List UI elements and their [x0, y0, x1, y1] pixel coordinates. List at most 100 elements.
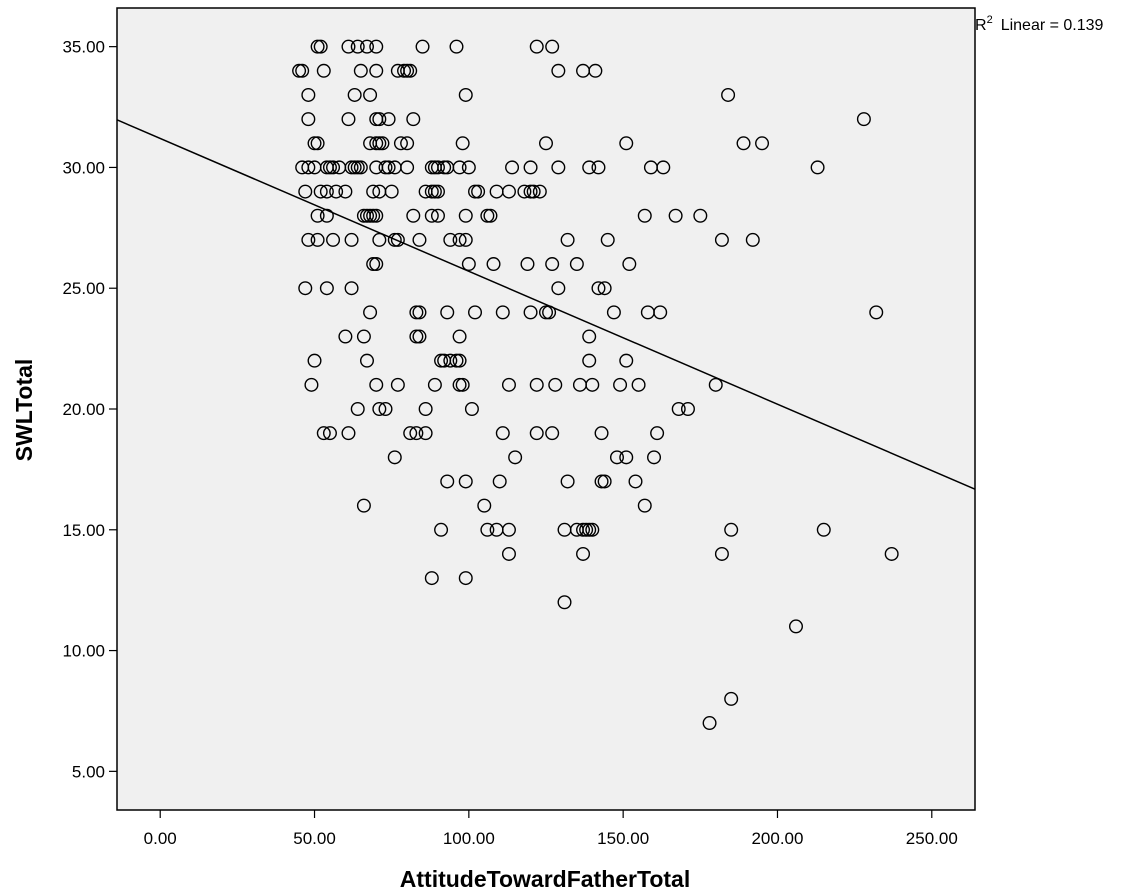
data-point	[724, 691, 739, 706]
data-point	[369, 63, 384, 78]
data-point	[668, 208, 683, 223]
data-point	[350, 39, 365, 54]
data-point	[403, 63, 418, 78]
data-point	[656, 160, 671, 175]
data-point	[400, 136, 415, 151]
data-point	[415, 39, 430, 54]
x-axis-title: AttitudeTowardFatherTotal	[400, 866, 690, 892]
data-point	[810, 160, 825, 175]
y-tick-label: 20.00	[62, 400, 105, 419]
data-point	[545, 39, 560, 54]
data-point	[600, 232, 615, 247]
data-point	[628, 474, 643, 489]
data-point	[458, 208, 473, 223]
data-point	[452, 377, 467, 392]
data-point	[529, 377, 544, 392]
data-point	[359, 353, 374, 368]
data-point	[369, 39, 384, 54]
data-point	[680, 402, 695, 417]
data-point	[375, 136, 390, 151]
data-point	[310, 39, 325, 54]
data-point	[619, 136, 634, 151]
data-point	[409, 426, 424, 441]
y-tick-label: 35.00	[62, 38, 105, 57]
data-point	[745, 232, 760, 247]
data-point	[369, 208, 384, 223]
data-point	[483, 208, 498, 223]
data-point	[344, 232, 359, 247]
data-point	[292, 63, 307, 78]
data-point	[501, 377, 516, 392]
data-point	[307, 353, 322, 368]
data-point	[613, 377, 628, 392]
data-point	[452, 160, 467, 175]
data-point	[356, 329, 371, 344]
data-point	[369, 377, 384, 392]
data-point	[529, 426, 544, 441]
data-point	[430, 208, 445, 223]
data-point	[492, 474, 507, 489]
data-point	[363, 305, 378, 320]
data-point	[403, 426, 418, 441]
data-point	[591, 160, 606, 175]
data-point	[693, 208, 708, 223]
data-point	[372, 232, 387, 247]
data-point	[307, 136, 322, 151]
data-point	[495, 305, 510, 320]
data-point	[582, 329, 597, 344]
data-point	[369, 136, 384, 151]
data-point	[588, 63, 603, 78]
data-point	[427, 377, 442, 392]
x-tick-label: 50.00	[293, 829, 336, 848]
y-tick-label: 15.00	[62, 521, 105, 540]
data-point	[714, 232, 729, 247]
data-point	[714, 546, 729, 561]
data-point	[338, 329, 353, 344]
data-point	[721, 87, 736, 102]
data-point	[341, 112, 356, 127]
data-point	[569, 257, 584, 272]
data-point	[449, 39, 464, 54]
data-point	[424, 184, 439, 199]
data-points	[292, 39, 899, 731]
data-point	[449, 353, 464, 368]
data-point	[452, 353, 467, 368]
data-point	[702, 716, 717, 731]
data-point	[412, 232, 427, 247]
data-point	[708, 377, 723, 392]
data-point	[409, 305, 424, 320]
data-point	[523, 160, 538, 175]
data-point	[609, 450, 624, 465]
data-point	[409, 329, 424, 344]
data-point	[344, 281, 359, 296]
data-point	[597, 474, 612, 489]
data-point	[755, 136, 770, 151]
data-point	[461, 257, 476, 272]
data-point	[585, 522, 600, 537]
data-point	[539, 305, 554, 320]
y-tick-label: 30.00	[62, 158, 105, 177]
data-point	[532, 184, 547, 199]
data-point	[560, 232, 575, 247]
data-point	[381, 160, 396, 175]
data-point	[869, 305, 884, 320]
data-point	[319, 281, 334, 296]
data-point	[406, 112, 421, 127]
data-point	[427, 184, 442, 199]
data-point	[366, 184, 381, 199]
data-point	[520, 257, 535, 272]
data-point	[647, 450, 662, 465]
data-point	[397, 63, 412, 78]
r-squared-superscript: 2	[987, 14, 993, 26]
data-point	[671, 402, 686, 417]
data-point	[363, 208, 378, 223]
data-point	[326, 232, 341, 247]
data-point	[400, 160, 415, 175]
data-point	[529, 39, 544, 54]
data-point	[495, 426, 510, 441]
data-point	[390, 232, 405, 247]
data-point	[319, 184, 334, 199]
data-point	[480, 208, 495, 223]
r-label: R	[975, 17, 987, 34]
data-point	[548, 377, 563, 392]
